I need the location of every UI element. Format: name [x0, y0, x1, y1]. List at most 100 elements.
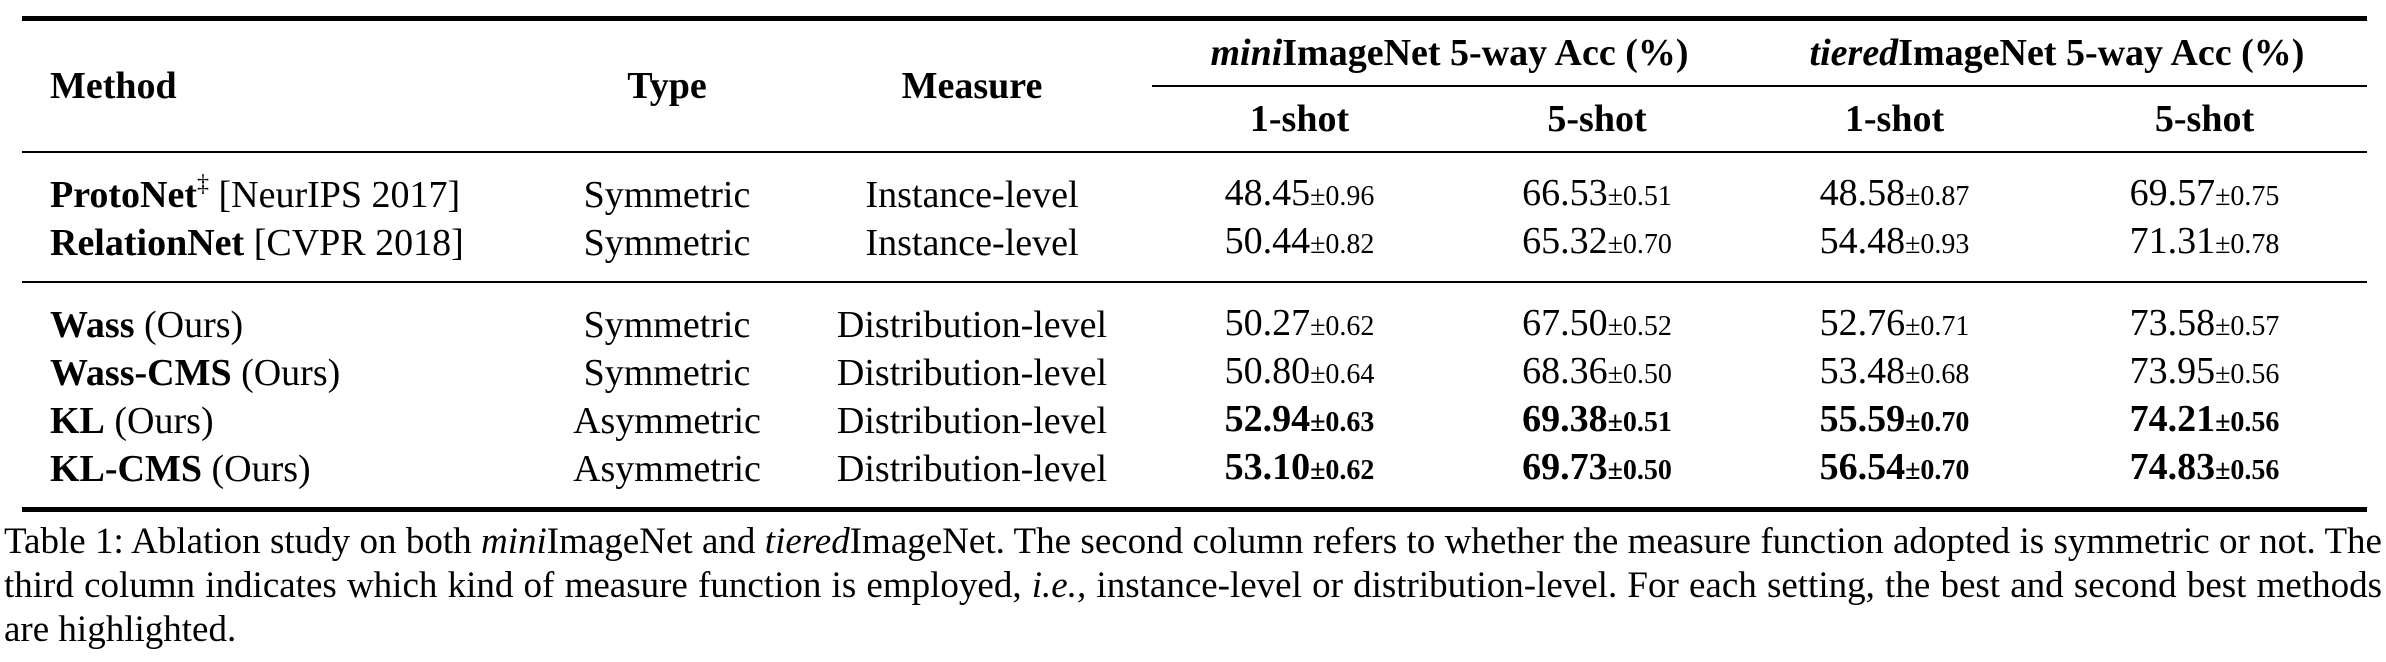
- acc-cell-mini-5shot: 69.73±0.50: [1447, 445, 1747, 510]
- acc-value: 67.50: [1522, 302, 1608, 344]
- acc-cell-mini-1shot: 48.45±0.96: [1152, 152, 1447, 219]
- acc-std: ±0.56: [2215, 359, 2280, 390]
- caption-italic-ie: i.e.,: [1031, 565, 1087, 606]
- acc-value: 52.94: [1224, 398, 1311, 440]
- acc-value: 50.44: [1224, 220, 1311, 262]
- type-cell: Asymmetric: [573, 400, 761, 442]
- acc-std: ±0.75: [2215, 181, 2280, 212]
- acc-value: 71.31: [2129, 220, 2216, 262]
- header-row-1: Method Type Measure miniImageNet 5-way A…: [22, 18, 2367, 107]
- acc-value: 54.48: [1819, 220, 1906, 262]
- acc-value: 48.45: [1224, 172, 1311, 214]
- acc-cell-tiered-5shot: 69.57±0.75: [2042, 152, 2367, 219]
- acc-std: ±0.68: [1905, 359, 1970, 390]
- acc-std: ±0.87: [1905, 181, 1970, 212]
- acc-cell-mini-5shot: 67.50±0.52: [1447, 282, 1747, 349]
- col-header-miniimagenet: miniImageNet 5-way Acc (%): [1152, 18, 1747, 87]
- table-caption: Table 1: Ablation study on both miniImag…: [4, 520, 2382, 652]
- acc-cell-tiered-1shot: 53.48±0.68: [1747, 349, 2042, 397]
- col-header-tiered-5shot: 5-shot: [2154, 98, 2255, 140]
- method-name: RelationNet: [50, 222, 245, 264]
- acc-std: ±0.51: [1607, 407, 1672, 438]
- table-row: Wass (Ours) Symmetric Distribution-level 50…: [22, 282, 2367, 349]
- acc-value: 48.58: [1819, 172, 1906, 214]
- acc-value: 66.53: [1522, 172, 1608, 214]
- acc-cell-mini-5shot: 65.32±0.70: [1447, 219, 1747, 282]
- table-row: Wass-CMS (Ours) Symmetric Distribution-lev…: [22, 349, 2367, 397]
- method-name: KL: [50, 400, 105, 442]
- type-cell: Symmetric: [583, 222, 751, 264]
- type-cell: Asymmetric: [573, 448, 761, 490]
- acc-value: 73.95: [2129, 350, 2216, 392]
- measure-cell: Distribution-level: [836, 448, 1108, 490]
- caption-italic-mini: mini: [481, 521, 547, 562]
- acc-cell-tiered-1shot: 52.76±0.71: [1747, 282, 2042, 349]
- acc-cell-mini-5shot: 69.38±0.51: [1447, 397, 1747, 445]
- acc-std: ±0.63: [1310, 407, 1375, 438]
- mini-rest: ImageNet 5-way Acc (%): [1282, 32, 1689, 74]
- acc-value: 69.57: [2129, 172, 2216, 214]
- acc-value: 56.54: [1819, 446, 1906, 488]
- acc-std: ±0.64: [1310, 359, 1375, 390]
- acc-value: 73.58: [2129, 302, 2216, 344]
- acc-std: ±0.50: [1607, 455, 1672, 486]
- method-cell: KL (Ours): [22, 397, 542, 445]
- col-header-type: Type: [627, 65, 707, 107]
- type-cell: Symmetric: [583, 352, 751, 394]
- acc-std: ±0.57: [2215, 311, 2280, 342]
- tiered-rest: ImageNet 5-way Acc (%): [1898, 32, 2305, 74]
- acc-cell-tiered-1shot: 56.54±0.70: [1747, 445, 2042, 510]
- col-header-method: Method: [50, 65, 177, 107]
- acc-cell-tiered-5shot: 74.83±0.56: [2042, 445, 2367, 510]
- col-header-measure: Measure: [901, 65, 1043, 107]
- measure-cell: Instance-level: [865, 174, 1079, 216]
- acc-cell-mini-5shot: 66.53±0.51: [1447, 152, 1747, 219]
- acc-std: ±0.93: [1905, 229, 1970, 260]
- mini-italic: mini: [1210, 32, 1283, 74]
- acc-value: 50.80: [1224, 350, 1311, 392]
- method-marker: ‡: [197, 171, 210, 197]
- caption-text-1: Table 1: Ablation study on both: [4, 521, 481, 562]
- acc-cell-tiered-1shot: 48.58±0.87: [1747, 152, 2042, 219]
- method-name: KL-CMS: [50, 448, 202, 490]
- measure-cell: Distribution-level: [836, 400, 1108, 442]
- acc-std: ±0.56: [2215, 407, 2280, 438]
- type-cell: Symmetric: [583, 174, 751, 216]
- acc-value: 69.73: [1522, 446, 1608, 488]
- table-row: ProtoNet‡ [NeurIPS 2017] Symmetric Instanc…: [22, 152, 2367, 219]
- acc-std: ±0.82: [1310, 229, 1375, 260]
- acc-std: ±0.71: [1905, 311, 1970, 342]
- acc-value: 69.38: [1522, 398, 1608, 440]
- acc-value: 50.27: [1224, 302, 1311, 344]
- tiered-italic: tiered: [1809, 32, 1899, 74]
- method-cell: KL-CMS (Ours): [22, 445, 542, 510]
- acc-value: 52.76: [1819, 302, 1906, 344]
- acc-cell-mini-1shot: 50.27±0.62: [1152, 282, 1447, 349]
- acc-std: ±0.51: [1607, 181, 1672, 212]
- method-cell: Wass-CMS (Ours): [22, 349, 542, 397]
- acc-cell-tiered-1shot: 54.48±0.93: [1747, 219, 2042, 282]
- acc-cell-mini-1shot: 53.10±0.62: [1152, 445, 1447, 510]
- caption-text-3: ImageNet. The second column refers to wh…: [4, 521, 2382, 606]
- measure-cell: Distribution-level: [836, 352, 1108, 394]
- col-header-mini-1shot: 1-shot: [1249, 98, 1350, 140]
- table-row: KL-CMS (Ours) Asymmetric Distribution-leve…: [22, 445, 2367, 510]
- acc-cell-mini-1shot: 50.80±0.64: [1152, 349, 1447, 397]
- col-header-tieredimagenet: tieredImageNet 5-way Acc (%): [1747, 18, 2367, 87]
- acc-std: ±0.78: [2215, 229, 2280, 260]
- acc-std: ±0.70: [1607, 229, 1672, 260]
- col-header-tiered-1shot: 1-shot: [1844, 98, 1945, 140]
- acc-value: 74.83: [2129, 446, 2216, 488]
- acc-value: 53.48: [1819, 350, 1906, 392]
- col-header-mini-5shot: 5-shot: [1547, 98, 1647, 140]
- acc-std: ±0.56: [2215, 455, 2280, 486]
- acc-cell-tiered-5shot: 73.95±0.56: [2042, 349, 2367, 397]
- ablation-table: Method Type Measure miniImageNet 5-way A…: [22, 16, 2367, 512]
- acc-value: 68.36: [1522, 350, 1608, 392]
- table-body: ProtoNet‡ [NeurIPS 2017] Symmetric Instanc…: [22, 152, 2367, 510]
- caption-italic-tiered: tiered: [764, 521, 850, 562]
- acc-cell-tiered-5shot: 71.31±0.78: [2042, 219, 2367, 282]
- acc-value: 53.10: [1224, 446, 1311, 488]
- measure-cell: Distribution-level: [836, 304, 1108, 346]
